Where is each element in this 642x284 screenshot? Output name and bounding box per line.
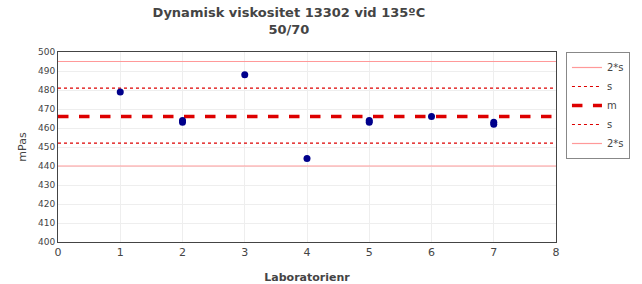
svg-text:5: 5: [366, 246, 373, 259]
svg-text:s: s: [607, 119, 612, 130]
svg-text:4: 4: [304, 246, 311, 259]
svg-text:470: 470: [38, 104, 55, 114]
svg-text:s: s: [607, 81, 612, 92]
svg-text:3: 3: [241, 246, 248, 259]
svg-text:2*s: 2*s: [607, 138, 624, 149]
svg-text:m: m: [607, 100, 617, 111]
svg-text:2: 2: [179, 246, 186, 259]
svg-text:Dynamisk viskositet 13302 vid: Dynamisk viskositet 13302 vid 135ºC50/70: [153, 5, 426, 37]
svg-text:450: 450: [38, 142, 55, 152]
svg-text:460: 460: [38, 123, 55, 133]
svg-text:0: 0: [55, 246, 62, 259]
svg-text:430: 430: [38, 180, 55, 190]
svg-text:500: 500: [38, 47, 55, 57]
svg-text:1: 1: [117, 246, 124, 259]
svg-text:mPas: mPas: [16, 132, 29, 162]
svg-text:6: 6: [428, 246, 435, 259]
svg-text:480: 480: [38, 85, 55, 95]
svg-text:410: 410: [38, 218, 55, 228]
svg-text:420: 420: [38, 199, 55, 209]
svg-text:Laboratorienr: Laboratorienr: [264, 271, 350, 284]
svg-text:2*s: 2*s: [607, 62, 624, 73]
svg-text:490: 490: [38, 66, 55, 76]
svg-text:8: 8: [553, 246, 560, 259]
svg-text:400: 400: [38, 237, 55, 247]
svg-text:440: 440: [38, 161, 55, 171]
svg-text:7: 7: [490, 246, 497, 259]
